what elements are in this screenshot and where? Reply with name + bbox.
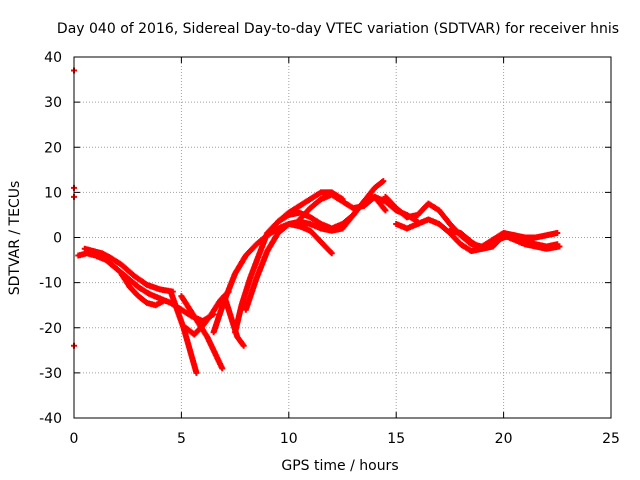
data-point — [556, 243, 563, 250]
data-point — [554, 229, 561, 236]
data-point — [380, 178, 387, 185]
y-tick-label: 20 — [44, 140, 62, 156]
x-tick-label: 10 — [280, 431, 298, 447]
x-tick-label: 0 — [70, 431, 79, 447]
x-tick-label: 15 — [387, 431, 405, 447]
y-tick-label: -20 — [39, 321, 62, 337]
y-tick-label: -30 — [39, 366, 62, 382]
x-tick-label: 5 — [177, 431, 186, 447]
y-tick-label: -10 — [39, 276, 62, 292]
data-point — [193, 369, 200, 376]
y-tick-label: 30 — [44, 95, 62, 111]
data-point — [219, 365, 226, 372]
y-tick-label: -40 — [39, 411, 62, 427]
plot-frame — [73, 56, 612, 419]
y-tick-label: 40 — [44, 50, 62, 66]
data-point — [161, 297, 168, 304]
y-tick-label: 0 — [53, 231, 62, 247]
data-points — [71, 67, 563, 376]
chart-title: Day 040 of 2016, Sidereal Day-to-day VTE… — [57, 21, 619, 37]
y-tick-label: 10 — [44, 185, 62, 201]
x-tick-label: 25 — [602, 431, 620, 447]
data-point — [328, 250, 335, 257]
y-axis-label: SDTVAR / TECUs — [7, 181, 23, 296]
data-point — [240, 342, 247, 349]
x-axis-label: GPS time / hours — [281, 458, 398, 474]
data-point — [382, 207, 389, 214]
x-tick-label: 20 — [495, 431, 513, 447]
